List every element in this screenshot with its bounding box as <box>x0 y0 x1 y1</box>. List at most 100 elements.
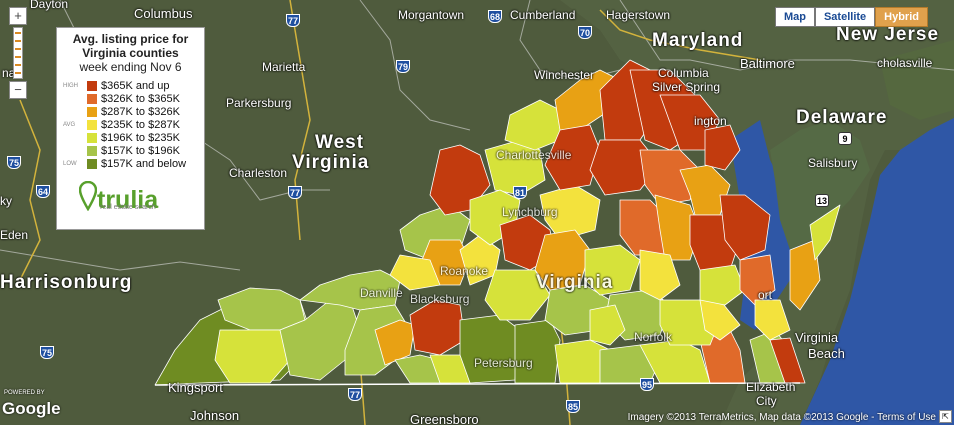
legend-row: HIGH $365K and up <box>63 79 198 92</box>
label-cumberland: Cumberland <box>510 8 576 22</box>
label-ky: Harrisonburg <box>0 272 133 293</box>
label-lynchburg: Roanoke <box>440 264 489 278</box>
legend-swatch <box>87 119 97 130</box>
legend-row: $326K to $365K <box>63 92 198 105</box>
highway-shield-81: 81 <box>513 186 528 199</box>
legend-title-line1: Avg. listing price for <box>72 32 189 46</box>
label-virginia-state: Virginia <box>536 272 614 293</box>
highway-shield-75-south: 75 <box>40 346 55 359</box>
legend-row: LOW $157K and below <box>63 157 198 170</box>
label-columbus: Columbus <box>134 6 193 21</box>
label-danville: Petersburg <box>474 356 533 370</box>
legend-range-label: $157K and below <box>101 157 187 170</box>
legend-subtitle: week ending Nov 6 <box>79 60 182 74</box>
highway-shield-75-north: 75 <box>7 156 22 169</box>
price-legend: Avg. listing price for Virginia counties… <box>56 27 205 230</box>
label-virginia-beach-2: Beach <box>808 346 845 361</box>
highway-shield-13: 13 <box>815 194 830 207</box>
label-columbia: Columbia <box>658 66 709 80</box>
highway-shield-70: 70 <box>578 26 593 39</box>
label-exington: ky <box>0 194 12 208</box>
label-cholasville: Eden <box>0 228 29 242</box>
legend-swatch <box>87 80 97 91</box>
highway-shield-9: 9 <box>838 132 852 145</box>
zoom-tick <box>15 32 21 34</box>
zoom-tick <box>15 64 21 66</box>
zoom-tick <box>15 40 21 42</box>
legend-swatch <box>87 145 97 156</box>
powered-by-label: POWERED BY <box>4 390 45 396</box>
google-logo[interactable]: POWERED BY Google <box>2 390 61 419</box>
legend-row: AVG $235K to $287K <box>63 118 198 131</box>
label-delaware: Delaware <box>796 107 888 128</box>
legend-range-label: $157K to $196K <box>101 144 180 157</box>
zoom-in-button[interactable]: + <box>9 7 27 25</box>
label-baltimore: Baltimore <box>740 56 795 71</box>
label-harrisonburg: Charlottesville <box>496 148 572 162</box>
logo-tagline: real estate search <box>100 204 156 211</box>
legend-level-label: LOW <box>63 160 77 167</box>
label-morgantown: Morgantown <box>398 8 465 22</box>
map-type-hybrid-button[interactable]: Hybrid <box>875 7 928 27</box>
legend-swatch <box>87 132 97 143</box>
label-johnson: Johnson <box>190 408 240 423</box>
label-kingsport: Kingsport <box>168 380 223 395</box>
label-dayton: Dayton <box>30 0 69 11</box>
zoom-slider[interactable] <box>13 27 23 79</box>
legend-title-line2: Virginia counties <box>82 46 179 60</box>
highway-shield-77-nc: 77 <box>348 388 363 401</box>
label-petersburg: Norfolk <box>634 330 673 344</box>
legend-swatch <box>87 93 97 104</box>
label-ington: ington <box>694 114 727 128</box>
highway-shield-64: 64 <box>36 185 51 198</box>
legend-range-label: $287K to $326K <box>101 105 180 118</box>
label-city: City <box>756 394 777 408</box>
label-salisbury: Salisbury <box>808 156 858 170</box>
highway-shield-77: 77 <box>286 14 301 27</box>
label-blacksburg: Danville <box>360 286 403 300</box>
map-pin-icon <box>79 181 97 211</box>
highway-shield-79: 79 <box>396 60 411 73</box>
zoom-out-button[interactable]: − <box>9 81 27 99</box>
label-charlottesville: Lynchburg <box>502 205 558 219</box>
atlantic-ocean <box>800 0 954 425</box>
zoom-tick <box>15 48 21 50</box>
legend-range-label: $326K to $365K <box>101 92 180 105</box>
legend-swatch <box>87 106 97 117</box>
label-hagerstown: Hagerstown <box>606 8 671 22</box>
trulia-logo[interactable]: trulia real estate search <box>79 176 198 214</box>
legend-row: $196K to $235K <box>63 131 198 144</box>
map-type-map-button[interactable]: Map <box>774 7 815 27</box>
expand-corner-icon[interactable]: ⇱ <box>939 410 952 423</box>
label-winchester: Winchester <box>534 68 595 82</box>
label-west: West <box>315 132 365 153</box>
legend-row: $157K to $196K <box>63 144 198 157</box>
logo-wordmark: trulia <box>97 186 159 214</box>
label-virginia-wv: Virginia <box>292 152 370 173</box>
label-elizabeth: Elizabeth <box>746 380 796 394</box>
legend-level-label: AVG <box>63 121 76 128</box>
zoom-tick <box>15 56 21 58</box>
label-new-jersey: New Jerse <box>836 24 940 45</box>
legend-level-label: HIGH <box>63 82 78 89</box>
map-attribution[interactable]: Imagery ©2013 TerraMetrics, Map data ©20… <box>627 412 936 423</box>
label-silver-spring: Silver Spring <box>652 80 721 94</box>
highway-shield-95: 95 <box>640 378 655 391</box>
legend-range-label: $196K to $235K <box>101 131 180 144</box>
legend-swatch <box>87 158 97 169</box>
highway-shield-85: 85 <box>566 400 581 413</box>
label-atlantic-city: cholasville <box>877 56 933 70</box>
label-charleston: Charleston <box>229 166 288 180</box>
legend-range-label: $365K and up <box>101 79 170 92</box>
map-type-satellite-button[interactable]: Satellite <box>814 7 876 27</box>
virginia-counties <box>154 59 841 386</box>
zoom-control: + − <box>9 7 27 99</box>
label-greensboro: Greensboro <box>410 412 479 425</box>
legend-range-label: $235K to $287K <box>101 118 180 131</box>
legend-rows: HIGH $365K and up $326K to $365K $287K to $… <box>63 79 198 170</box>
label-maryland: Maryland <box>652 30 744 51</box>
zoom-tick <box>15 72 21 74</box>
label-roanoke: Blacksburg <box>410 292 470 306</box>
